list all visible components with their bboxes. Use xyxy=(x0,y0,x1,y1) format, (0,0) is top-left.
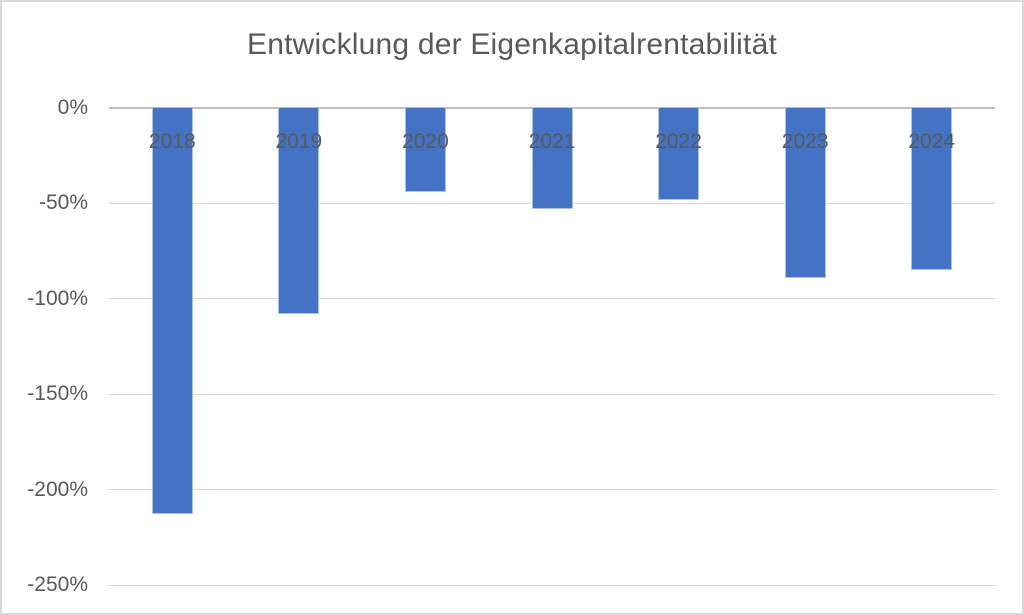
x-tick-label: 2024 xyxy=(908,130,956,153)
bar-2018 xyxy=(151,108,193,515)
gridline xyxy=(109,393,995,395)
bar-2019 xyxy=(278,108,320,315)
y-tick-label: -150% xyxy=(27,382,88,406)
bar-2024 xyxy=(911,108,953,271)
x-tick-label: 2021 xyxy=(528,130,576,153)
y-tick-label: 0% xyxy=(57,96,88,119)
bar-2023 xyxy=(784,108,826,278)
gridline xyxy=(109,298,995,300)
y-tick-label: -250% xyxy=(27,573,88,596)
x-tick-label: 2019 xyxy=(275,130,323,153)
x-tick-label: 2020 xyxy=(402,130,449,153)
x-tick-label: 2022 xyxy=(655,130,702,153)
gridline xyxy=(109,584,995,586)
chart-title: Entwicklung der Eigenkapitalrentabilität xyxy=(247,28,777,61)
gridline xyxy=(109,489,995,491)
y-tick-label: -50% xyxy=(38,191,88,215)
bar-2021 xyxy=(531,108,573,210)
x-tick-label: 2023 xyxy=(781,130,829,153)
y-tick-label: -200% xyxy=(27,477,88,501)
bar-2022 xyxy=(658,108,700,200)
bar-2020 xyxy=(404,108,446,192)
x-tick-label: 2018 xyxy=(148,130,196,153)
y-tick-label: -100% xyxy=(27,286,88,310)
